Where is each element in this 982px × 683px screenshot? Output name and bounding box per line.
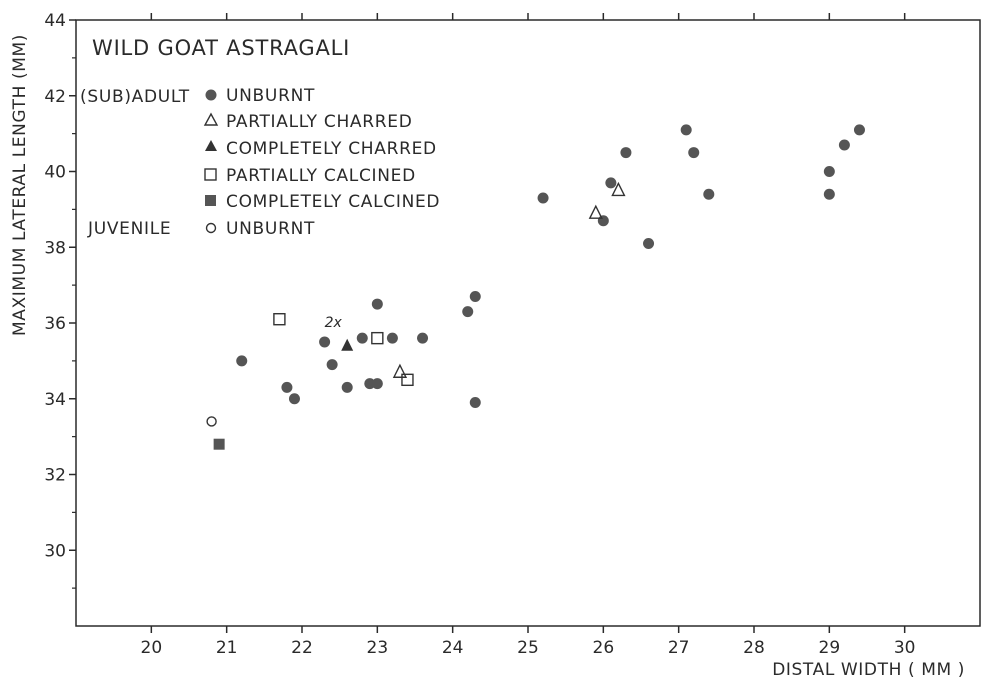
x-tick-label: 20 [141, 638, 163, 658]
y-tick-label: 38 [44, 238, 66, 258]
data-point-filled-triangle [341, 338, 354, 351]
x-tick-label: 23 [367, 638, 389, 658]
x-tick-label: 26 [593, 638, 615, 658]
legend-label-completely-charred: COMPLETELY CHARRED [226, 139, 437, 159]
legend-group-juvenile: JUVENILE [87, 219, 171, 239]
chart-title: WILD GOAT ASTRAGALI [92, 36, 350, 60]
x-tick-label: 28 [743, 638, 765, 658]
data-point-filled-circle [288, 393, 300, 405]
data-point-filled-circle [319, 336, 331, 348]
y-tick-label: 32 [44, 466, 66, 486]
y-axis-label: MAXIMUM LATERAL LENGTH (MM) [10, 34, 30, 336]
data-point-open-triangle [588, 204, 603, 219]
data-point-filled-circle [371, 378, 383, 390]
data-point-filled-circle [823, 166, 835, 177]
data-point-open-triangle [392, 363, 408, 378]
y-tick-label: 34 [44, 390, 66, 410]
legend-marker-juvenile-unburnt [205, 222, 217, 234]
x-tick-label: 21 [216, 638, 238, 658]
legend-marker-completely-calcined [205, 195, 216, 206]
data-point-filled-circle [688, 147, 700, 159]
data-point-filled-circle [364, 378, 376, 390]
data-point-filled-circle [680, 124, 692, 136]
data-point-open-square [273, 313, 286, 326]
data-point-filled-circle [356, 332, 368, 344]
data-point-open-triangle [611, 181, 626, 197]
legend-label-completely-calcined: COMPLETELY CALCINED [226, 192, 440, 212]
legend-marker-unburnt [205, 89, 217, 101]
x-tick-label: 25 [517, 638, 539, 658]
x-tick-label: 22 [291, 638, 313, 658]
y-tick-label: 30 [44, 541, 66, 561]
data-point-filled-circle [838, 139, 850, 151]
data-point-filled-circle [823, 188, 835, 200]
data-point-filled-circle [236, 355, 248, 367]
legend-marker-partially-charred [203, 112, 219, 126]
data-point-filled-circle [326, 359, 338, 371]
data-point-filled-circle [643, 237, 655, 249]
legend-marker-completely-charred [205, 140, 217, 151]
y-tick-label: 40 [44, 163, 66, 183]
x-tick-label: 27 [668, 638, 690, 658]
y-axis: 30 32 34 36 38 40 42 44 [44, 11, 76, 589]
data-point-filled-square [213, 438, 225, 450]
data-point-filled-circle [281, 381, 293, 393]
data-point-filled-circle [417, 332, 429, 344]
annotation-label: 2x [325, 315, 343, 331]
data-point-open-square [401, 373, 414, 387]
y-tick-label: 36 [44, 314, 66, 334]
data-point-filled-circle [537, 192, 549, 204]
x-axis-label: DISTAL WIDTH ( MM ) [772, 660, 965, 680]
data-points [206, 124, 865, 450]
data-point-filled-circle [597, 215, 609, 227]
legend-label-juvenile-unburnt: UNBURNT [226, 219, 315, 239]
legend-label-partially-charred: PARTIALLY CHARRED [226, 112, 413, 132]
data-point-filled-circle [371, 298, 383, 310]
x-tick-label: 24 [442, 638, 464, 658]
data-point-filled-circle [853, 124, 865, 136]
plot-frame [75, 19, 981, 627]
x-tick-label: 29 [819, 638, 841, 658]
data-point-filled-circle [605, 177, 617, 189]
legend-group-subadult: (SUB)ADULT [80, 87, 190, 107]
data-point-filled-circle [469, 290, 481, 302]
legend-marker-partially-calcined [204, 168, 217, 181]
x-axis: 20 21 22 23 24 25 26 27 28 29 30 [141, 13, 916, 658]
data-point-open-square [371, 331, 384, 345]
x-tick-label: 30 [894, 638, 916, 658]
legend-label-unburnt: UNBURNT [226, 86, 315, 106]
data-point-open-circle [206, 416, 217, 427]
annotations: 2x [325, 315, 343, 331]
data-point-filled-circle [386, 332, 398, 344]
legend-label-partially-calcined: PARTIALLY CALCINED [226, 166, 416, 186]
data-point-filled-circle [469, 397, 481, 409]
data-point-filled-circle [703, 188, 715, 200]
legend: (SUB)ADULT JUVENILE UNBURNT PARTIALLY CH… [80, 86, 440, 239]
y-tick-label: 42 [44, 87, 66, 107]
data-point-filled-circle [341, 381, 353, 393]
y-tick-label: 44 [44, 11, 66, 31]
data-point-filled-circle [620, 147, 632, 159]
data-point-filled-circle [462, 306, 474, 318]
